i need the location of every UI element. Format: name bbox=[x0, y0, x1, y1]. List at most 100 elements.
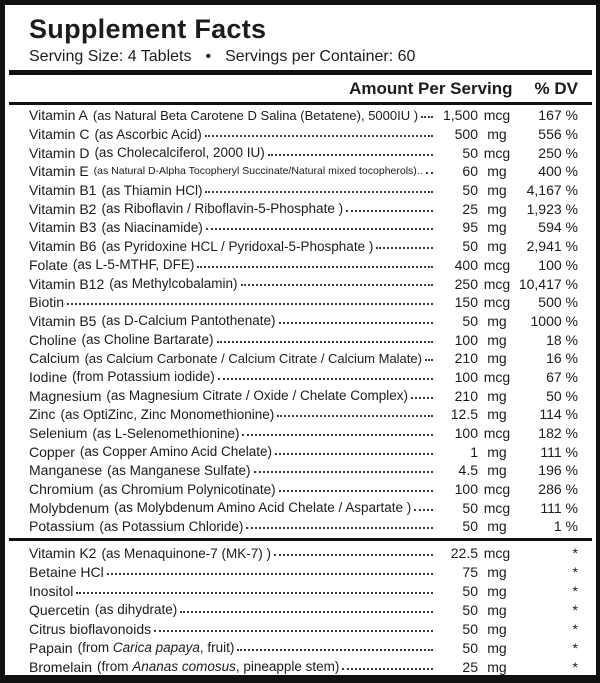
nutrient-row: Vitamin K2 (as Menaquinone-7 (MK-7) ) 22.5… bbox=[29, 544, 578, 563]
nutrient-amount: 400 bbox=[454, 256, 478, 273]
nutrient-amount: 1,500 bbox=[442, 107, 478, 124]
nutrient-name: Vitamin B2 bbox=[29, 200, 97, 217]
nutrient-amount: 75 bbox=[462, 564, 478, 581]
nutrient-name: Vitamin C bbox=[29, 126, 90, 143]
dotted-leader bbox=[276, 312, 436, 331]
dotted-leader bbox=[276, 480, 436, 499]
nutrient-amount: 50 bbox=[462, 238, 478, 255]
nutrient-description: (as Chromium Polynicotinate) bbox=[98, 481, 276, 497]
nutrient-row: Quercetin (as dihydrate) 50 mg * bbox=[29, 600, 578, 619]
nutrient-description: (as Ascorbic Acid) bbox=[94, 126, 202, 142]
nutrient-row: Citrus bioflavonoids 50 mg * bbox=[29, 619, 578, 638]
nutrient-row: Chromium (as Chromium Polynicotinate) 100 m… bbox=[29, 480, 578, 499]
dotted-leader bbox=[203, 218, 436, 237]
nutrient-row: Choline (as Choline Bartarate) 100 mg 18 % bbox=[29, 330, 578, 349]
nutrient-unit: mcg bbox=[483, 481, 511, 498]
nutrient-unit: mg bbox=[487, 238, 507, 255]
nutrient-unit: mcg bbox=[483, 294, 511, 311]
nutrient-row: Calcium (as Calcium Carbonate / Calcium C… bbox=[29, 349, 578, 368]
nutrient-description: (as Cholecalciferol, 2000 IU) bbox=[94, 145, 265, 161]
nutrient-description: (from Ananas comosus, pineapple stem) bbox=[97, 659, 340, 675]
nutrient-dv: 167 % bbox=[538, 107, 578, 124]
dotted-leader bbox=[238, 274, 436, 293]
nutrient-description: (as Calcium Carbonate / Calcium Citrate … bbox=[84, 350, 422, 366]
nutrient-unit: mg bbox=[487, 331, 507, 348]
nutrient-dv: 1,923 % bbox=[526, 200, 578, 217]
dotted-leader bbox=[215, 368, 436, 387]
nutrient-description: (as Natural Beta Carotene D Salina (Beta… bbox=[92, 107, 419, 123]
nutrient-dv: 50 % bbox=[546, 387, 578, 404]
nutrient-name: Vitamin B6 bbox=[29, 238, 97, 255]
nutrient-description: (as Choline Bartarate) bbox=[81, 332, 214, 348]
nutrient-row: Iodine (from Potassium iodide) 100 mcg 67 % bbox=[29, 368, 578, 387]
nutrient-description: (as Methylcobalamin) bbox=[109, 276, 238, 292]
nutrient-dv: 182 % bbox=[538, 425, 578, 442]
nutrient-name: Vitamin B12 bbox=[29, 275, 105, 292]
nutrient-description: (as Niacinamide) bbox=[101, 219, 203, 235]
nutrients-section-main: Vitamin A (as Natural Beta Carotene D Sal… bbox=[9, 105, 592, 536]
nutrient-row: Folate (as L-5-MTHF, DFE) 400 mcg 100 % bbox=[29, 256, 578, 275]
nutrient-amount: 50 bbox=[462, 182, 478, 199]
nutrient-description: (from Potassium iodide) bbox=[72, 369, 215, 385]
amount-column-header: Amount Per Serving bbox=[349, 78, 513, 98]
nutrient-dv: 16 % bbox=[546, 350, 578, 367]
dotted-leader bbox=[272, 442, 436, 461]
nutrients-section-other: Vitamin K2 (as Menaquinone-7 (MK-7) ) 22.5… bbox=[9, 543, 592, 675]
nutrient-row: Vitamin B1 (as Thiamin HCl) 50 mg 4,167 % bbox=[29, 181, 578, 200]
nutrient-unit: mg bbox=[487, 658, 507, 675]
dotted-leader bbox=[274, 405, 436, 424]
nutrient-dv: * bbox=[572, 564, 578, 581]
nutrient-dv: 594 % bbox=[538, 219, 578, 236]
nutrient-description: (as Menaquinone-7 (MK-7) ) bbox=[101, 545, 272, 561]
nutrient-amount: 210 bbox=[454, 387, 478, 404]
nutrient-dv: * bbox=[572, 639, 578, 656]
nutrient-name: Vitamin B1 bbox=[29, 182, 97, 199]
nutrient-row: Vitamin D (as Cholecalciferol, 2000 IU) 50… bbox=[29, 143, 578, 162]
nutrient-dv: * bbox=[572, 601, 578, 618]
dotted-leader bbox=[202, 125, 436, 144]
nutrient-name: Folate bbox=[29, 256, 68, 273]
nutrient-amount: 4.5 bbox=[458, 462, 478, 479]
nutrient-unit: mcg bbox=[483, 545, 511, 562]
nutrient-name: Vitamin D bbox=[29, 144, 90, 161]
nutrient-unit: mcg bbox=[483, 144, 511, 161]
nutrient-unit: mcg bbox=[483, 425, 511, 442]
nutrient-name: Potassium bbox=[29, 518, 95, 535]
nutrient-dv: 10,417 % bbox=[518, 275, 578, 292]
dotted-leader bbox=[194, 256, 436, 275]
nutrient-amount: 25 bbox=[462, 200, 478, 217]
nutrient-row: Magnesium (as Magnesium Citrate / Oxide /… bbox=[29, 386, 578, 405]
dotted-leader bbox=[202, 181, 436, 200]
nutrient-amount: 25 bbox=[462, 658, 478, 675]
nutrient-unit: mcg bbox=[483, 256, 511, 273]
nutrient-name: Biotin bbox=[29, 294, 65, 311]
nutrient-dv: * bbox=[572, 658, 578, 675]
nutrient-amount: 1 bbox=[470, 443, 478, 460]
dotted-leader bbox=[214, 330, 436, 349]
nutrient-row: Manganese (as Manganese Sulfate) 4.5 mg 196 … bbox=[29, 461, 578, 480]
nutrient-row: Potassium (as Potassium Chloride) 50 mg 1 % bbox=[29, 517, 578, 536]
dotted-leader bbox=[343, 199, 436, 218]
nutrient-amount: 210 bbox=[454, 350, 478, 367]
nutrient-row: Vitamin A (as Natural Beta Carotene D Sal… bbox=[29, 106, 578, 125]
nutrient-amount: 150 bbox=[454, 294, 478, 311]
nutrient-unit: mcg bbox=[483, 368, 511, 385]
nutrient-name: Vitamin B5 bbox=[29, 312, 97, 329]
nutrient-amount: 50 bbox=[462, 144, 478, 161]
nutrient-description: (as Thiamin HCl) bbox=[101, 182, 203, 198]
nutrient-dv: 400 % bbox=[538, 163, 578, 180]
nutrient-unit: mg bbox=[487, 583, 507, 600]
nutrient-unit: mg bbox=[487, 219, 507, 236]
dotted-leader bbox=[411, 498, 436, 517]
nutrient-row: Vitamin B5 (as D-Calcium Pantothenate) 50 m… bbox=[29, 312, 578, 331]
section-divider bbox=[9, 537, 592, 541]
nutrient-description: (as dihydrate) bbox=[94, 602, 178, 618]
nutrient-name: Vitamin E bbox=[29, 163, 89, 180]
dotted-leader bbox=[73, 582, 436, 601]
dotted-leader bbox=[234, 638, 436, 657]
nutrient-amount: 50 bbox=[462, 620, 478, 637]
nutrient-name: Quercetin bbox=[29, 601, 90, 618]
nutrient-dv: * bbox=[572, 583, 578, 600]
nutrient-row: Inositol 50 mg * bbox=[29, 582, 578, 601]
